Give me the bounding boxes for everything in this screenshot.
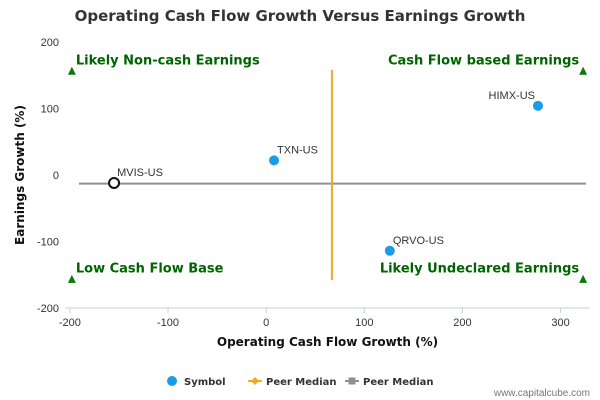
data-point-highlighted: [108, 176, 121, 189]
x-tick-label: 300: [551, 317, 569, 329]
peer-median-lines: [79, 69, 586, 281]
x-tick-label: 200: [453, 317, 471, 329]
quadrant-label: Low Cash Flow Base: [76, 261, 224, 276]
x-tick-label: 100: [355, 317, 373, 329]
quadrant-label: Cash Flow based Earnings: [388, 53, 579, 68]
x-axis: -200 -100 0 100 200 300: [59, 308, 570, 329]
legend-diamond-marker: [251, 377, 259, 385]
data-point-label: TXN-US: [277, 144, 318, 156]
data-point: [532, 100, 543, 111]
legend-label: Peer Median: [266, 377, 337, 388]
quadrant-label: Likely Undeclared Earnings: [380, 261, 580, 276]
credit-text: www.capitalcube.com: [493, 388, 590, 399]
y-tick-label: -100: [37, 237, 59, 249]
data-point-label: MVIS-US: [117, 167, 163, 179]
quadrant-marker: [579, 274, 588, 283]
legend: Symbol Peer Median Peer Median: [167, 376, 434, 388]
legend-square-marker: [348, 377, 356, 385]
legend-symbol-marker: [167, 376, 177, 386]
y-axis: -200 -100 0 100 200: [37, 37, 59, 315]
y-tick-label: 0: [53, 170, 59, 182]
x-axis-title: Operating Cash Flow Growth (%): [217, 335, 438, 349]
data-point: [269, 155, 280, 166]
data-point-label: HIMX-US: [489, 90, 535, 102]
quadrant-label: Likely Non-cash Earnings: [76, 53, 260, 68]
x-tick-label: -200: [59, 317, 81, 329]
data-point: [384, 245, 395, 256]
y-axis-title: Earnings Growth (%): [13, 105, 27, 245]
x-tick-label: 0: [263, 317, 269, 329]
quadrant-marker: [67, 274, 76, 283]
quadrant-marker: [579, 66, 588, 75]
legend-label: Peer Median: [363, 377, 434, 388]
y-tick-label: -200: [37, 303, 59, 315]
y-tick-label: 100: [41, 104, 59, 116]
y-tick-label: 200: [41, 37, 59, 49]
data-point-label: QRVO-US: [393, 235, 444, 247]
legend-label: Symbol: [184, 377, 226, 388]
data-points: HIMX-US TXN-US MVIS-US QRVO-US: [108, 90, 543, 256]
x-tick-label: -100: [157, 317, 179, 329]
chart-title: Operating Cash Flow Growth Versus Earnin…: [75, 7, 526, 25]
quadrant-labels: Likely Non-cash Earnings Cash Flow based …: [67, 53, 588, 283]
quadrant-marker: [67, 66, 76, 75]
